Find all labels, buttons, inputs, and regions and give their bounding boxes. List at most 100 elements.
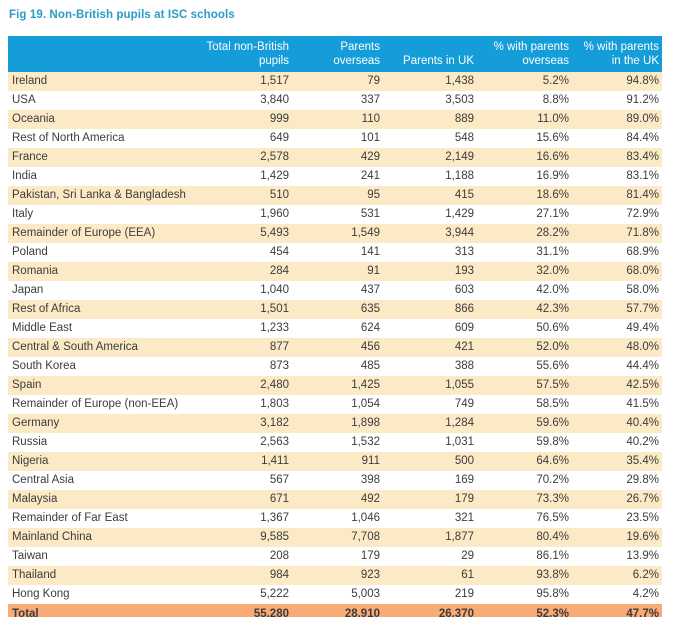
value-cell: 42.5%: [572, 376, 662, 396]
value-cell: 421: [383, 338, 477, 358]
value-cell: 429: [292, 148, 383, 168]
value-cell: 64.6%: [477, 452, 572, 472]
column-header-pct-parents-in-uk: % with parents in the UK: [572, 36, 662, 73]
value-cell: 241: [360, 170, 380, 183]
value-cell: 59.6%: [477, 414, 572, 434]
value-cell: 41.5%: [626, 398, 659, 411]
value-cell: 93.8%: [477, 566, 572, 586]
value-cell: 877: [198, 338, 292, 358]
table-row: Japan 1,040 437 603 42.0% 58.0%: [8, 281, 662, 300]
value-cell: 57.7%: [572, 300, 662, 320]
value-cell: 76.5%: [536, 512, 569, 525]
value-cell: 1,367: [260, 512, 289, 525]
value-cell: 984: [198, 566, 292, 586]
value-cell: 999: [198, 110, 292, 130]
value-cell: 3,182: [198, 414, 292, 434]
table-header: Total non-British pupils Parents oversea…: [8, 36, 662, 73]
value-cell: 13.9%: [626, 550, 659, 563]
column-header-region: [8, 36, 198, 73]
value-cell: 31.1%: [536, 246, 569, 259]
value-cell: 80.4%: [477, 528, 572, 548]
region-cell: Romania: [8, 262, 198, 282]
value-cell: 5,493: [198, 224, 292, 244]
value-cell: 68.0%: [572, 262, 662, 282]
value-cell: 59.8%: [536, 436, 569, 449]
table-row: Mainland China 9,585 7,708 1,877 80.4% 19.6%: [8, 528, 662, 548]
column-header-parents-in-uk: Parents in UK: [383, 36, 477, 73]
value-cell: 83.4%: [572, 148, 662, 168]
value-cell: 510: [198, 186, 292, 206]
table-row: Romania 284 91 193 32.0% 68.0%: [8, 262, 662, 282]
value-cell: 609: [454, 322, 474, 335]
value-cell: 388: [454, 360, 474, 373]
value-cell: 208: [269, 550, 289, 563]
value-cell: 3,944: [383, 224, 477, 244]
value-cell: 7,708: [292, 528, 383, 548]
value-cell: 141: [360, 246, 380, 259]
value-cell: 28.2%: [477, 224, 572, 244]
region-cell: Thailand: [8, 566, 198, 586]
value-cell: 603: [454, 284, 474, 297]
table-row: Remainder of Europe (EEA) 5,493 1,549 3,944…: [8, 224, 662, 244]
value-cell: 101: [360, 132, 380, 145]
region-cell: Russia: [12, 436, 48, 449]
value-cell: 72.9%: [626, 208, 659, 221]
value-cell: 456: [292, 338, 383, 358]
value-cell: 27.1%: [536, 208, 569, 221]
table-body: Ireland 1,517 79 1,438 5.2% 94.8% USA 3,840 337 3…: [8, 72, 662, 617]
value-cell: 749: [454, 398, 474, 411]
region-cell: Central Asia: [12, 474, 75, 487]
value-cell: 671: [198, 490, 292, 510]
value-cell: 635: [292, 300, 383, 320]
value-cell: 2,149: [383, 148, 477, 168]
value-cell: 1,517: [198, 72, 292, 92]
column-header-parents-overseas: Parents overseas: [292, 36, 383, 73]
value-cell: 4.2%: [632, 588, 659, 601]
value-cell: 2,563: [260, 436, 289, 449]
value-cell: 83.1%: [626, 170, 659, 183]
value-cell: 95.8%: [536, 588, 569, 601]
value-cell: 1,877: [383, 528, 477, 548]
value-cell: 23.5%: [626, 512, 659, 525]
value-cell: 29.8%: [626, 474, 659, 487]
value-cell: 1,549: [292, 224, 383, 244]
value-cell: 866: [383, 300, 477, 320]
table-row: Russia 2,563 1,532 1,031 59.8% 40.2%: [8, 433, 662, 452]
value-cell: 40.4%: [572, 414, 662, 434]
value-cell: 398: [360, 474, 380, 487]
value-cell: 16.9%: [536, 170, 569, 183]
table-row: Poland 454 141 313 31.1% 68.9%: [8, 243, 662, 262]
value-cell: 91: [292, 262, 383, 282]
region-cell: Remainder of Europe (EEA): [8, 224, 198, 244]
value-cell: 485: [360, 360, 380, 373]
value-cell: 548: [454, 132, 474, 145]
column-header-pct-parents-overseas: % with parents overseas: [477, 36, 572, 73]
value-cell: 52.3%: [477, 604, 572, 617]
value-cell: 321: [454, 512, 474, 525]
value-cell: 923: [292, 566, 383, 586]
region-cell: Remainder of Europe (non-EEA): [12, 398, 179, 411]
value-cell: 89.0%: [572, 110, 662, 130]
region-cell: Poland: [12, 246, 48, 259]
value-cell: 55,280: [198, 604, 292, 617]
value-cell: 16.6%: [477, 148, 572, 168]
value-cell: 95: [292, 186, 383, 206]
region-cell: Mainland China: [8, 528, 198, 548]
figure-title: Fig 19. Non-British pupils at ISC school…: [9, 9, 235, 21]
region-cell: Nigeria: [8, 452, 198, 472]
value-cell: 1,803: [260, 398, 289, 411]
value-cell: 73.3%: [477, 490, 572, 510]
table-row: Taiwan 208 179 29 86.1% 13.9%: [8, 547, 662, 566]
table-row: Remainder of Far East 1,367 1,046 321 76.5% 2…: [8, 509, 662, 528]
value-cell: 500: [383, 452, 477, 472]
region-cell: Rest of Africa: [8, 300, 198, 320]
table-row: Pakistan, Sri Lanka & Bangladesh 510 95 415…: [8, 186, 662, 206]
table-row: Spain 2,480 1,425 1,055 57.5% 42.5%: [8, 376, 662, 396]
table-row: South Korea 873 485 388 55.6% 44.4%: [8, 357, 662, 376]
value-cell: 1,438: [383, 72, 477, 92]
value-cell: 3,503: [445, 94, 474, 107]
value-cell: 1,046: [351, 512, 380, 525]
non-british-pupils-table: Total non-British pupils Parents oversea…: [8, 36, 662, 617]
value-cell: 110: [292, 110, 383, 130]
region-cell: France: [8, 148, 198, 168]
